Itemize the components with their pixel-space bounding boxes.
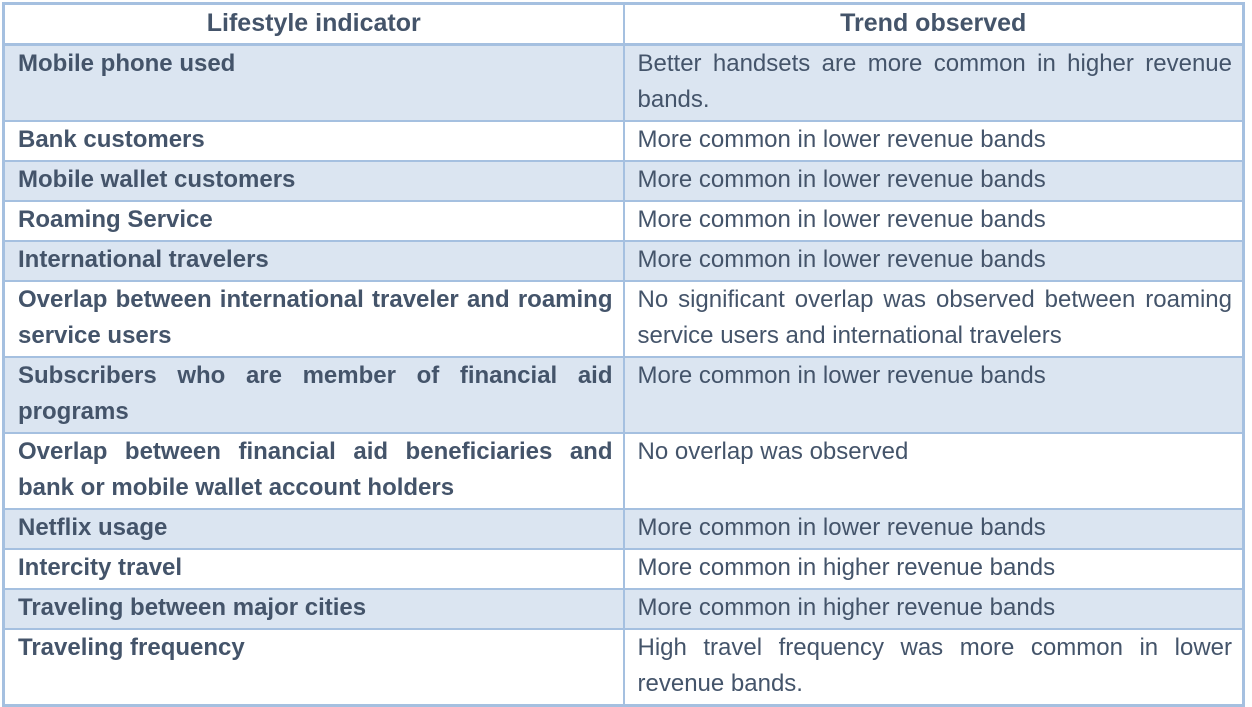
table-row: Bank customers More common in lower reven…: [2, 120, 1245, 162]
table-row: Traveling frequency High travel frequency…: [2, 628, 1245, 707]
lifestyle-indicator-cell: Roaming Service: [2, 200, 625, 242]
table-header: Lifestyle indicator Trend observed: [2, 2, 1245, 46]
table-row: Netflix usage More common in lower revenu…: [2, 508, 1245, 550]
table-row: Traveling between major cities More commo…: [2, 588, 1245, 630]
table-body: Mobile phone used Better handsets are mor…: [2, 43, 1245, 707]
table-row: Intercity travel More common in higher re…: [2, 548, 1245, 590]
lifestyle-indicator-cell: Traveling frequency: [2, 628, 625, 707]
header-row: Lifestyle indicator Trend observed: [2, 2, 1245, 46]
trend-observed-cell: No significant overlap was observed betw…: [622, 280, 1245, 358]
table-row: Roaming Service More common in lower reve…: [2, 200, 1245, 242]
trend-observed-cell: More common in lower revenue bands: [622, 240, 1245, 282]
lifestyle-indicator-cell: Traveling between major cities: [2, 588, 625, 630]
table-row: International travelers More common in lo…: [2, 240, 1245, 282]
lifestyle-indicator-cell: Intercity travel: [2, 548, 625, 590]
trend-observed-cell: Better handsets are more common in highe…: [622, 43, 1245, 122]
trend-observed-cell: More common in lower revenue bands: [622, 356, 1245, 434]
table-row: Overlap between financial aid beneficiar…: [2, 432, 1245, 510]
lifestyle-indicator-cell: Bank customers: [2, 120, 625, 162]
lifestyle-indicator-cell: Overlap between financial aid beneficiar…: [2, 432, 625, 510]
col-header-lifestyle-indicator: Lifestyle indicator: [2, 2, 625, 46]
lifestyle-indicator-cell: Mobile wallet customers: [2, 160, 625, 202]
trend-observed-cell: More common in lower revenue bands: [622, 200, 1245, 242]
col-header-trend-observed: Trend observed: [622, 2, 1245, 46]
lifestyle-indicator-cell: Overlap between international traveler a…: [2, 280, 625, 358]
table-row: Subscribers who are member of financial …: [2, 356, 1245, 434]
lifestyle-indicator-cell: Mobile phone used: [2, 43, 625, 122]
trend-observed-cell: High travel frequency was more common in…: [622, 628, 1245, 707]
trend-observed-cell: More common in lower revenue bands: [622, 508, 1245, 550]
table-row: Overlap between international traveler a…: [2, 280, 1245, 358]
trend-observed-cell: More common in lower revenue bands: [622, 120, 1245, 162]
trend-observed-cell: More common in lower revenue bands: [622, 160, 1245, 202]
trend-observed-cell: More common in higher revenue bands: [622, 588, 1245, 630]
trend-observed-cell: More common in higher revenue bands: [622, 548, 1245, 590]
table-row: Mobile phone used Better handsets are mor…: [2, 43, 1245, 122]
lifestyle-indicator-cell: International travelers: [2, 240, 625, 282]
lifestyle-indicator-cell: Netflix usage: [2, 508, 625, 550]
trend-observed-cell: No overlap was observed: [622, 432, 1245, 510]
table-row: Mobile wallet customers More common in lo…: [2, 160, 1245, 202]
lifestyle-indicator-cell: Subscribers who are member of financial …: [2, 356, 625, 434]
